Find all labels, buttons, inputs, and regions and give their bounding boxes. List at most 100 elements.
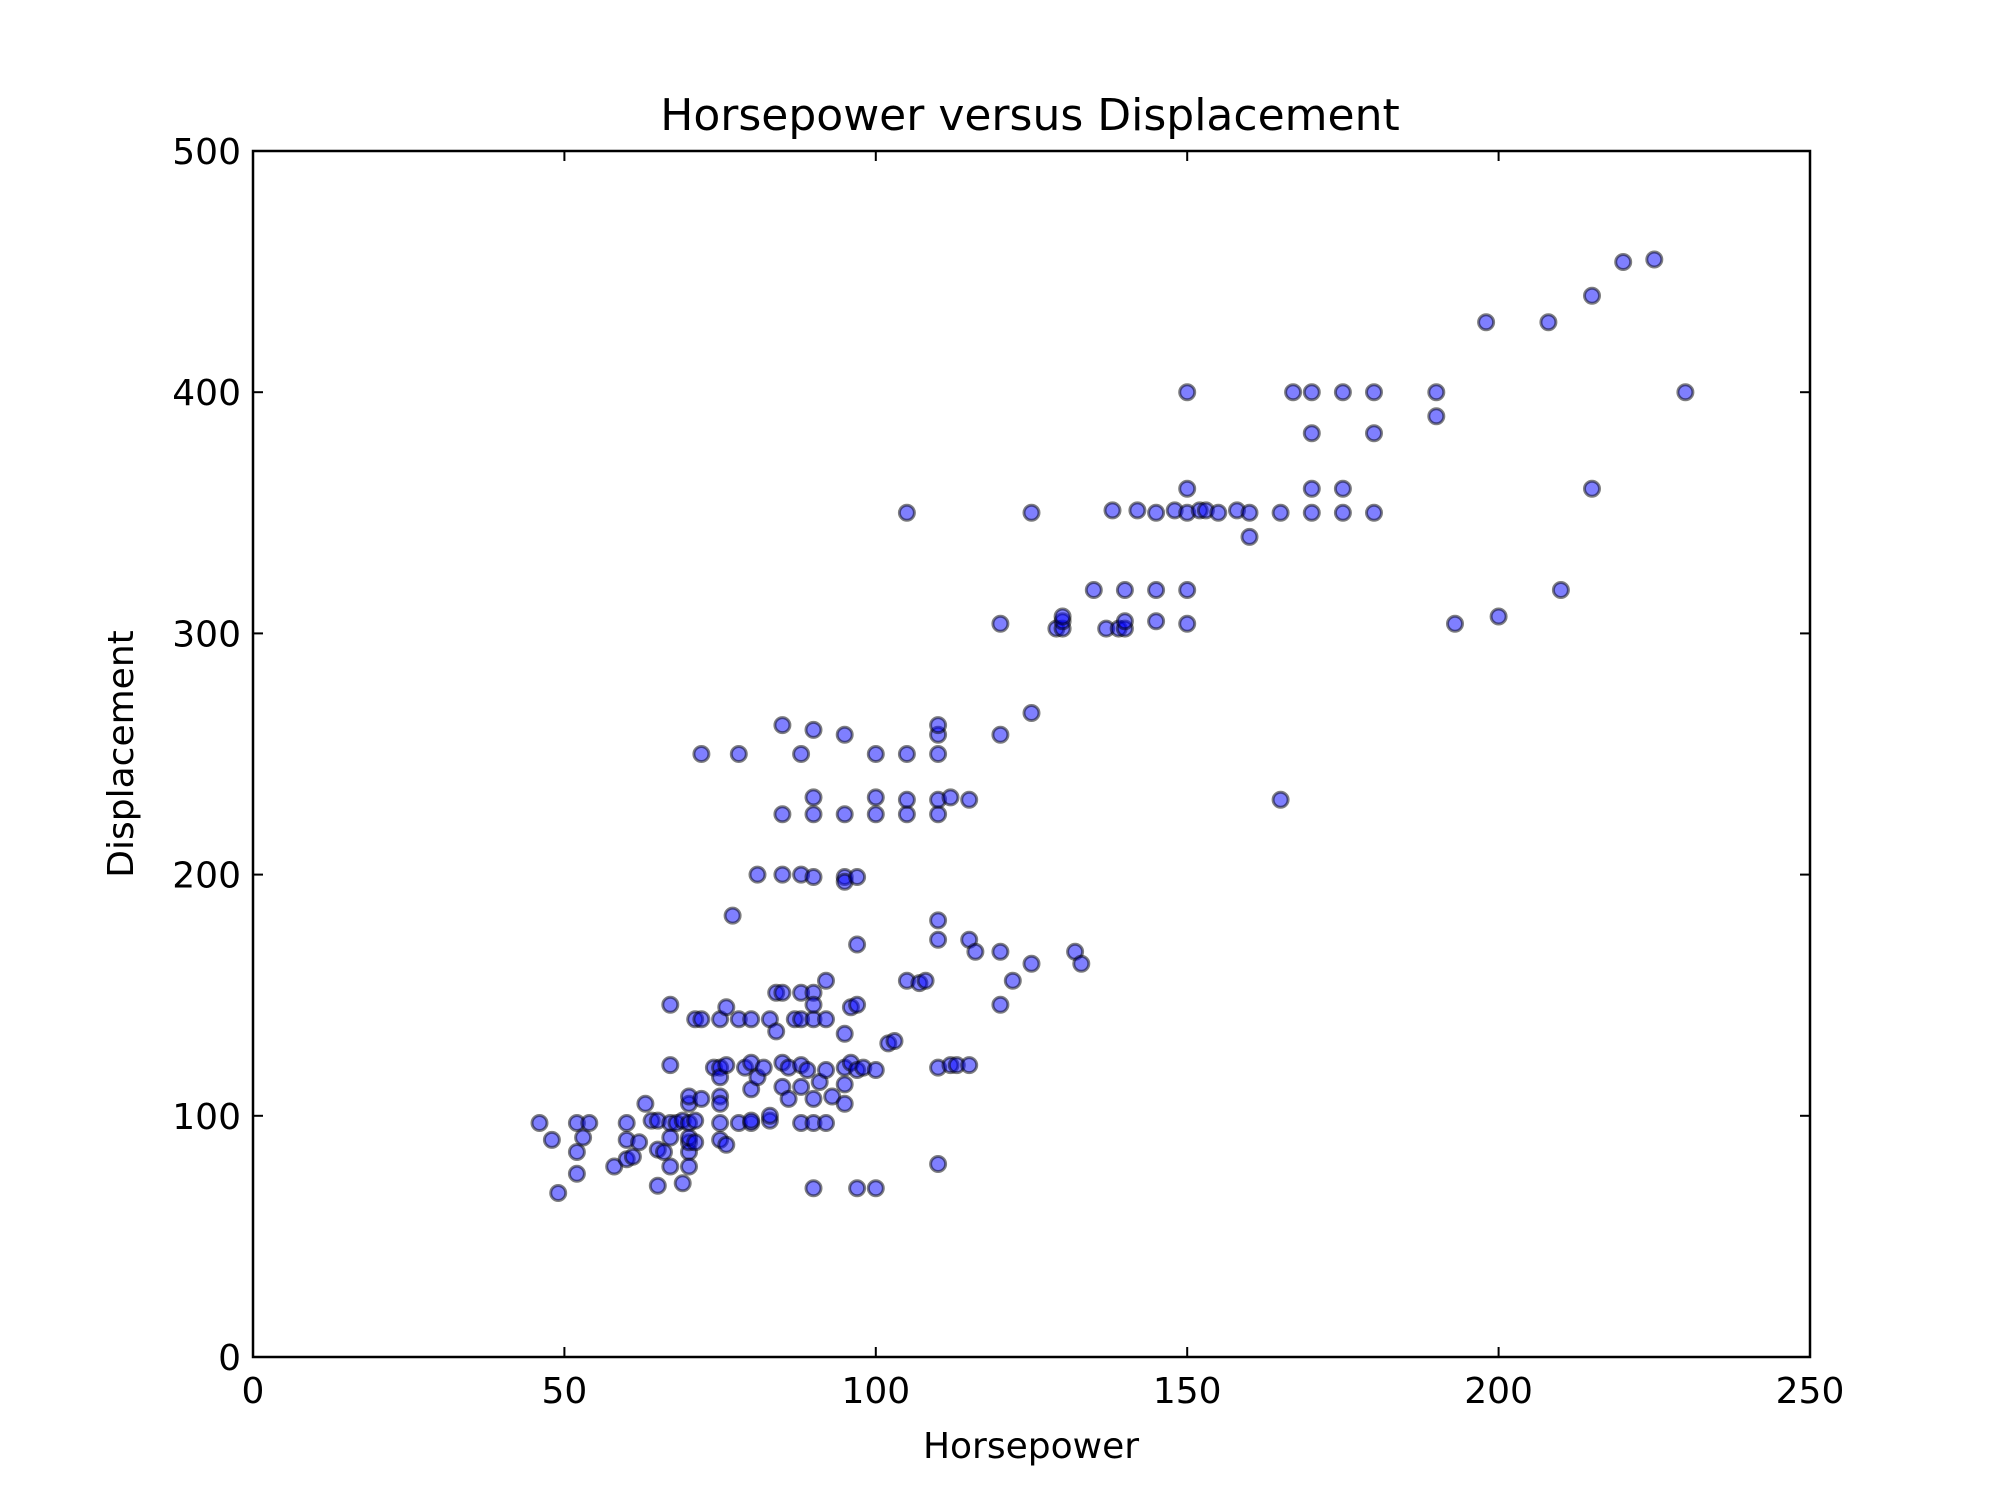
- data-point: [1240, 527, 1259, 546]
- data-point: [1365, 383, 1383, 402]
- data-point: [1022, 503, 1041, 522]
- y-tick-label: 0: [218, 1338, 241, 1379]
- data-point: [567, 1143, 586, 1161]
- data-point: [848, 1179, 867, 1198]
- y-axis-label: Displacement: [101, 630, 142, 877]
- data-point: [929, 716, 948, 735]
- data-point: [692, 1010, 711, 1029]
- data-point: [817, 1010, 835, 1029]
- data-point: [773, 805, 792, 824]
- data-point: [1333, 479, 1352, 498]
- data-point: [792, 745, 811, 763]
- data-point: [848, 995, 867, 1014]
- data-point: [1427, 407, 1446, 426]
- data-point: [835, 1075, 854, 1094]
- data-point: [661, 1128, 680, 1147]
- data-point: [729, 745, 748, 763]
- data-point: [1427, 383, 1446, 402]
- data-point: [1178, 383, 1197, 402]
- ticks-layer: 0 50 100 150 200 250 0 100 200 300 400 500: [172, 132, 1844, 1412]
- data-point: [1676, 383, 1695, 402]
- data-point: [866, 1061, 885, 1079]
- data-point: [929, 911, 948, 930]
- data-point: [717, 998, 736, 1017]
- data-point: [798, 1061, 817, 1079]
- data-point: [742, 1010, 761, 1029]
- data-point: [542, 1130, 561, 1149]
- data-point: [1209, 503, 1228, 522]
- points-layer: [530, 250, 1695, 1202]
- data-point: [804, 720, 823, 739]
- x-tick-label: 50: [541, 1371, 587, 1412]
- data-point: [530, 1114, 549, 1132]
- data-point: [1333, 383, 1352, 402]
- data-point: [885, 1032, 904, 1050]
- data-point: [817, 1061, 835, 1079]
- data-point: [817, 1114, 835, 1132]
- data-point: [1072, 954, 1091, 973]
- data-point: [835, 805, 854, 824]
- data-point: [1365, 503, 1383, 522]
- data-point: [773, 983, 792, 1002]
- data-point: [742, 1111, 761, 1130]
- data-point: [1333, 503, 1352, 522]
- data-point: [792, 1077, 811, 1096]
- data-point: [1583, 479, 1601, 498]
- data-point: [630, 1133, 649, 1152]
- data-point: [655, 1143, 673, 1161]
- x-tick-label: 150: [1153, 1371, 1222, 1412]
- data-point: [1178, 479, 1197, 498]
- y-tick-label: 300: [172, 614, 241, 655]
- data-point: [817, 971, 835, 990]
- data-point: [723, 906, 742, 925]
- data-point: [773, 865, 792, 884]
- data-point: [617, 1114, 636, 1132]
- data-point: [574, 1128, 593, 1147]
- data-point: [1053, 607, 1072, 626]
- data-point: [897, 790, 916, 809]
- data-point: [1302, 424, 1321, 443]
- data-point: [1284, 383, 1303, 402]
- data-point: [941, 788, 960, 807]
- data-point: [960, 790, 979, 809]
- x-axis-label: Horsepower: [923, 1426, 1139, 1467]
- data-point: [897, 805, 916, 824]
- data-point: [848, 935, 867, 954]
- data-point: [804, 1089, 823, 1108]
- data-point: [1115, 581, 1134, 599]
- x-tick-label: 200: [1464, 1371, 1533, 1412]
- data-point: [661, 1157, 680, 1176]
- data-point: [1302, 503, 1321, 522]
- data-point: [991, 614, 1010, 633]
- data-point: [773, 716, 792, 735]
- data-point: [549, 1184, 568, 1202]
- data-point: [848, 868, 867, 886]
- data-point: [804, 1179, 823, 1198]
- data-point: [1614, 253, 1633, 271]
- data-point: [1022, 704, 1041, 722]
- data-point: [991, 995, 1010, 1014]
- data-point: [1128, 501, 1147, 520]
- data-point: [760, 1106, 779, 1125]
- x-tick-label: 250: [1776, 1371, 1845, 1412]
- data-point: [623, 1147, 642, 1166]
- data-point: [717, 1135, 736, 1154]
- data-point: [661, 995, 680, 1014]
- data-point: [1489, 607, 1508, 626]
- data-point: [991, 725, 1010, 744]
- y-tick-label: 200: [172, 856, 241, 897]
- data-point: [754, 1058, 773, 1077]
- data-point: [1539, 313, 1558, 332]
- y-tick-label: 100: [172, 1097, 241, 1138]
- data-point: [866, 788, 885, 807]
- data-point: [897, 503, 916, 522]
- data-point: [929, 805, 948, 824]
- data-point: [673, 1174, 692, 1193]
- data-point: [1022, 954, 1041, 973]
- data-point: [1302, 479, 1321, 498]
- data-point: [835, 1094, 854, 1113]
- data-point: [748, 865, 767, 884]
- data-point: [711, 1094, 730, 1113]
- data-point: [929, 1155, 948, 1173]
